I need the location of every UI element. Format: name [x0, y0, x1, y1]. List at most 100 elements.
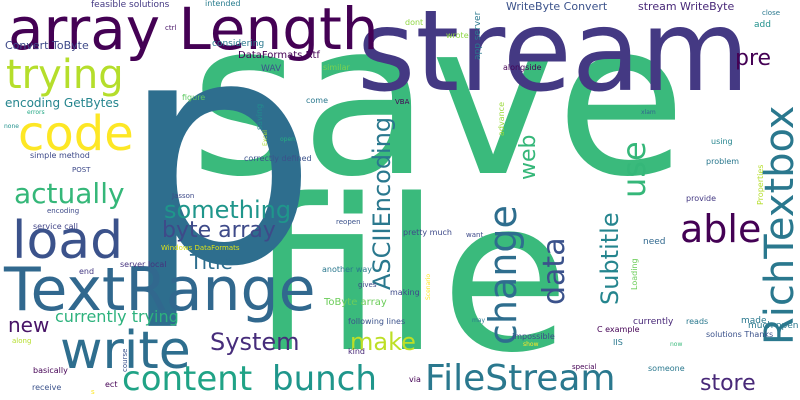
- word-intended: intended: [205, 0, 241, 8]
- word-server-local: server local: [120, 260, 167, 269]
- word-excel: Excel: [262, 130, 269, 146]
- word-pretty-much: pretty much: [403, 228, 452, 237]
- word-make: make: [350, 328, 416, 356]
- word-making: making: [390, 288, 420, 297]
- word-something: something: [164, 196, 292, 224]
- word-errors: errors: [27, 109, 45, 116]
- word-dont: dont: [405, 18, 424, 27]
- word-xlam: xlam: [641, 109, 656, 116]
- word-c-example: C example: [597, 325, 640, 334]
- word-need: need: [643, 237, 666, 247]
- word-convert-tobyte: Convert ToByte: [5, 39, 89, 52]
- word-asciiencoding: ASCIIEncoding: [368, 116, 396, 290]
- word-want: want: [466, 231, 484, 239]
- word-course: course: [121, 348, 129, 372]
- word-ect: ect: [105, 380, 118, 389]
- word-subtitle: Subtitle: [596, 212, 624, 305]
- word-may: may: [472, 317, 486, 324]
- word-richtextbox: RichTextbox: [757, 105, 800, 345]
- word-correctly-defined: correctly defined: [244, 154, 312, 163]
- word-content: content: [122, 359, 253, 399]
- word-via: via: [409, 375, 421, 384]
- word-change: change: [481, 205, 525, 345]
- word-scenario: Scenario: [425, 273, 432, 300]
- word-byte-array: byte array: [162, 218, 276, 243]
- word-service-call: service call: [33, 222, 78, 231]
- word-file: file: [250, 154, 570, 399]
- word-made: made: [741, 316, 767, 326]
- word-new: new: [8, 313, 50, 337]
- word-tobyte-array: ToByte array: [324, 297, 387, 308]
- word-jasson: Jasson: [172, 192, 195, 200]
- word-ctrl: ctrl: [165, 24, 177, 32]
- word-considering: considering: [212, 39, 265, 49]
- word-following-lines: following lines: [348, 317, 406, 326]
- word-solutions-thanks: solutions Thanks: [706, 330, 774, 339]
- word-filestream: FileStream: [425, 358, 616, 399]
- word-loading: Loading: [630, 258, 639, 290]
- word-able: able: [680, 207, 762, 251]
- word-iis: IIS: [613, 338, 623, 347]
- word-reads: reads: [686, 317, 709, 326]
- word-problem: problem: [706, 157, 740, 166]
- word-actually: actually: [14, 177, 125, 210]
- word-end: end: [79, 267, 95, 276]
- word-receive: receive: [32, 383, 62, 392]
- word-store: store: [700, 371, 756, 396]
- word-windows-dataformats: Windows DataFormats: [161, 244, 240, 252]
- word-another-way: another way: [322, 265, 373, 274]
- word-save: save: [190, 0, 687, 223]
- word-add: add: [754, 20, 771, 30]
- word-stream: stream: [357, 0, 750, 117]
- word-saving: saving: [255, 103, 264, 130]
- word-currently-trying: currently trying: [55, 307, 179, 326]
- word-special: special: [572, 363, 597, 371]
- word-alongside: alongside: [503, 63, 542, 72]
- word-none: none: [4, 123, 19, 130]
- word-open: open: [280, 136, 295, 143]
- word-write: write: [60, 321, 191, 381]
- word-dataformats-rtf: DataFormats Rtf: [238, 50, 320, 61]
- word-show: show: [523, 341, 539, 348]
- word-reopen: reopen: [336, 218, 361, 226]
- word-using: using: [711, 137, 733, 146]
- word-post: POST: [72, 166, 91, 174]
- word-encoding-getbytes: encoding GetBytes: [5, 96, 119, 110]
- word-bunch: bunch: [272, 359, 377, 399]
- word-web: web: [516, 134, 541, 181]
- word-similar: similar: [323, 63, 350, 72]
- word-kind: kind: [348, 347, 366, 356]
- word-writebyte-convert: WriteByte Convert: [506, 0, 608, 13]
- word-app-server: app server: [473, 11, 483, 60]
- word-trying: trying: [6, 52, 124, 98]
- word-array-length: array Length: [8, 0, 379, 63]
- word-advance: advance: [497, 101, 506, 136]
- word-use: use: [615, 141, 653, 198]
- word-code: code: [18, 106, 134, 162]
- word-much-open: much open: [748, 321, 799, 331]
- word-p: p: [120, 0, 319, 335]
- word-close: close: [762, 9, 781, 17]
- word-title: Title: [190, 250, 233, 274]
- word-stream-writebyte: stream WriteByte: [638, 0, 735, 13]
- word-simple-method: simple method: [30, 151, 90, 160]
- word-currently: currently: [633, 317, 674, 327]
- word-feasible-solutions: feasible solutions: [91, 0, 170, 10]
- word-provide: provide: [686, 194, 717, 203]
- word-wav: WAV: [261, 64, 282, 74]
- word-gives: gives: [358, 281, 377, 289]
- word-now: now: [670, 341, 683, 348]
- word-s: s: [91, 388, 95, 396]
- word-data: data: [537, 237, 572, 305]
- word-properties: Properties: [756, 164, 765, 205]
- word-along: along: [12, 337, 32, 345]
- word-textrange: TextRange: [4, 255, 316, 325]
- word-system: System: [210, 328, 300, 356]
- word-someone: someone: [648, 364, 685, 373]
- word-wrote: wrote: [446, 31, 469, 40]
- word-basically: basically: [33, 366, 68, 375]
- word-encoding: encoding: [47, 207, 80, 215]
- word-impossible: impossible: [512, 332, 555, 341]
- word-load: load: [12, 211, 124, 271]
